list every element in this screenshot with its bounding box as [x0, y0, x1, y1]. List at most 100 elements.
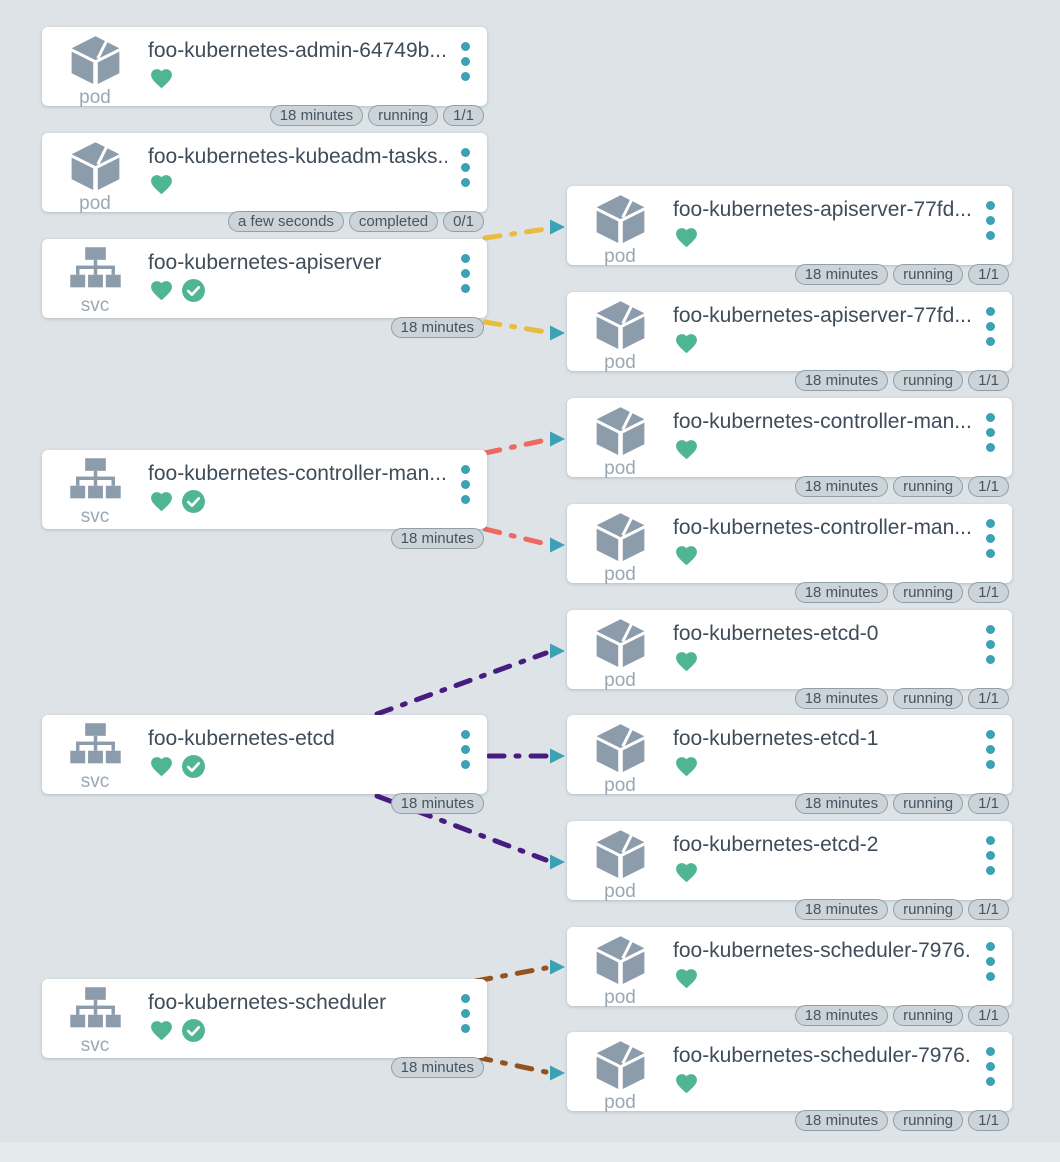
node-icon-block: pod	[581, 934, 659, 1008]
node-icon-block: svc	[56, 246, 134, 316]
node-card-apiserver-svc[interactable]: svc foo-kubernetes-apiserver 18 minutes	[42, 239, 487, 338]
node-badge-row: a few seconds completed 0/1	[228, 211, 484, 232]
node-health-row	[148, 277, 487, 303]
node-icon-block: pod	[581, 299, 659, 373]
node-title: foo-kubernetes-etcd-1	[673, 727, 879, 750]
edge-apiserver-1	[482, 226, 549, 241]
node-health-row	[673, 648, 1012, 674]
status-badge: 1/1	[968, 899, 1009, 920]
node-kind-label: pod	[79, 193, 111, 214]
kebab-menu-icon[interactable]	[986, 1047, 995, 1086]
kebab-menu-icon[interactable]	[986, 413, 995, 452]
edge-scheduler-2	[473, 1054, 549, 1075]
node-card-etcd-pod-1[interactable]: pod foo-kubernetes-etcd-1 18 minutes runn…	[567, 715, 1012, 814]
heart-icon	[676, 756, 697, 776]
status-badge: running	[893, 688, 964, 709]
edge-scheduler-1	[473, 965, 549, 984]
kebab-menu-icon[interactable]	[461, 465, 470, 504]
kebab-menu-icon[interactable]	[986, 730, 995, 769]
node-title: foo-kubernetes-scheduler-7976...	[673, 1044, 972, 1067]
node-badge-row: 18 minutes running 1/1	[794, 370, 1009, 391]
status-badge: 1/1	[968, 793, 1009, 814]
edge-controller-1	[482, 437, 549, 456]
edge-etcd-0	[374, 650, 549, 717]
node-health-row	[673, 330, 1012, 356]
node-card-scheduler-pod-2[interactable]: pod foo-kubernetes-scheduler-7976... 18 …	[567, 1032, 1012, 1131]
status-badge: completed	[348, 211, 439, 232]
node-card-apiserver-pod-1[interactable]: pod foo-kubernetes-apiserver-77fd... 18 …	[567, 186, 1012, 285]
heart-icon	[151, 1020, 172, 1040]
kebab-menu-icon[interactable]	[986, 836, 995, 875]
node-kind-label: pod	[604, 881, 636, 902]
kebab-menu-icon[interactable]	[986, 307, 995, 346]
service-icon	[69, 987, 121, 1028]
kebab-menu-icon[interactable]	[461, 42, 470, 81]
node-icon-block: svc	[56, 986, 134, 1056]
status-badge: 18 minutes	[794, 582, 889, 603]
node-icon-block: pod	[581, 1039, 659, 1113]
node-health-row	[148, 488, 487, 514]
status-badge: 18 minutes	[794, 264, 889, 285]
kebab-menu-icon[interactable]	[461, 994, 470, 1033]
heart-icon	[676, 651, 697, 671]
node-icon-block: pod	[56, 34, 134, 108]
node-title: foo-kubernetes-apiserver-77fd...	[673, 198, 972, 221]
node-health-row	[673, 753, 1012, 779]
kebab-menu-icon[interactable]	[986, 519, 995, 558]
node-badge-row: 18 minutes running 1/1	[794, 1005, 1009, 1026]
heart-icon	[151, 491, 172, 511]
node-icon-block: pod	[581, 405, 659, 479]
node-badge-row: 18 minutes running 1/1	[794, 793, 1009, 814]
kebab-menu-icon[interactable]	[986, 201, 995, 240]
status-badge: 1/1	[443, 105, 484, 126]
node-card-admin-pod[interactable]: pod foo-kubernetes-admin-64749b... 18 mi…	[42, 27, 487, 126]
node-card-controller-pod-1[interactable]: pod foo-kubernetes-controller-man... 18 …	[567, 398, 1012, 497]
edge-etcd-1-arrow-icon	[550, 748, 565, 764]
kebab-menu-icon[interactable]	[986, 942, 995, 981]
heart-icon	[151, 68, 172, 88]
status-badge: running	[893, 793, 964, 814]
node-kind-label: svc	[80, 771, 110, 792]
node-card-scheduler-pod-1[interactable]: pod foo-kubernetes-scheduler-7976... 18 …	[567, 927, 1012, 1026]
pod-icon	[596, 195, 644, 243]
status-badge: 18 minutes	[794, 370, 889, 391]
node-card-kubeadm-tasks-pod[interactable]: pod foo-kubernetes-kubeadm-tasks... a fe…	[42, 133, 487, 232]
node-card-scheduler-svc[interactable]: svc foo-kubernetes-scheduler 18 minutes	[42, 979, 487, 1078]
node-kind-label: pod	[604, 352, 636, 373]
node-badge-row: 18 minutes	[390, 1057, 484, 1078]
kebab-menu-icon[interactable]	[461, 148, 470, 187]
check-circle-icon	[182, 754, 205, 778]
check-circle-icon	[182, 278, 205, 302]
kebab-menu-icon[interactable]	[461, 254, 470, 293]
node-card-controller-svc[interactable]: svc foo-kubernetes-controller-man... 18 …	[42, 450, 487, 549]
node-kind-label: svc	[80, 1035, 110, 1056]
node-card-controller-pod-2[interactable]: pod foo-kubernetes-controller-man... 18 …	[567, 504, 1012, 603]
service-icon	[69, 247, 121, 288]
node-badge-row: 18 minutes running 1/1	[794, 688, 1009, 709]
status-badge: 18 minutes	[794, 1005, 889, 1026]
status-badge: running	[893, 370, 964, 391]
canvas-footer-strip	[0, 1142, 1060, 1162]
node-card-etcd-pod-0[interactable]: pod foo-kubernetes-etcd-0 18 minutes runn…	[567, 610, 1012, 709]
node-kind-label: pod	[604, 670, 636, 691]
kebab-menu-icon[interactable]	[461, 730, 470, 769]
kebab-menu-icon[interactable]	[986, 625, 995, 664]
status-badge: running	[893, 1005, 964, 1026]
node-kind-label: pod	[604, 987, 636, 1008]
node-title: foo-kubernetes-apiserver	[148, 251, 382, 274]
node-badge-row: 18 minutes running 1/1	[794, 899, 1009, 920]
pod-icon	[71, 36, 119, 84]
node-card-apiserver-pod-2[interactable]: pod foo-kubernetes-apiserver-77fd... 18 …	[567, 292, 1012, 391]
status-badge: running	[893, 899, 964, 920]
node-icon-block: pod	[581, 828, 659, 902]
node-icon-block: pod	[581, 193, 659, 267]
node-badge-row: 18 minutes running 1/1	[794, 264, 1009, 285]
node-card-etcd-svc[interactable]: svc foo-kubernetes-etcd 18 minutes	[42, 715, 487, 814]
node-health-row	[148, 1017, 487, 1043]
status-badge: 1/1	[968, 1005, 1009, 1026]
node-health-row	[673, 859, 1012, 885]
node-title: foo-kubernetes-etcd	[148, 727, 335, 750]
status-badge: 18 minutes	[390, 317, 484, 338]
node-card-etcd-pod-2[interactable]: pod foo-kubernetes-etcd-2 18 minutes runn…	[567, 821, 1012, 920]
